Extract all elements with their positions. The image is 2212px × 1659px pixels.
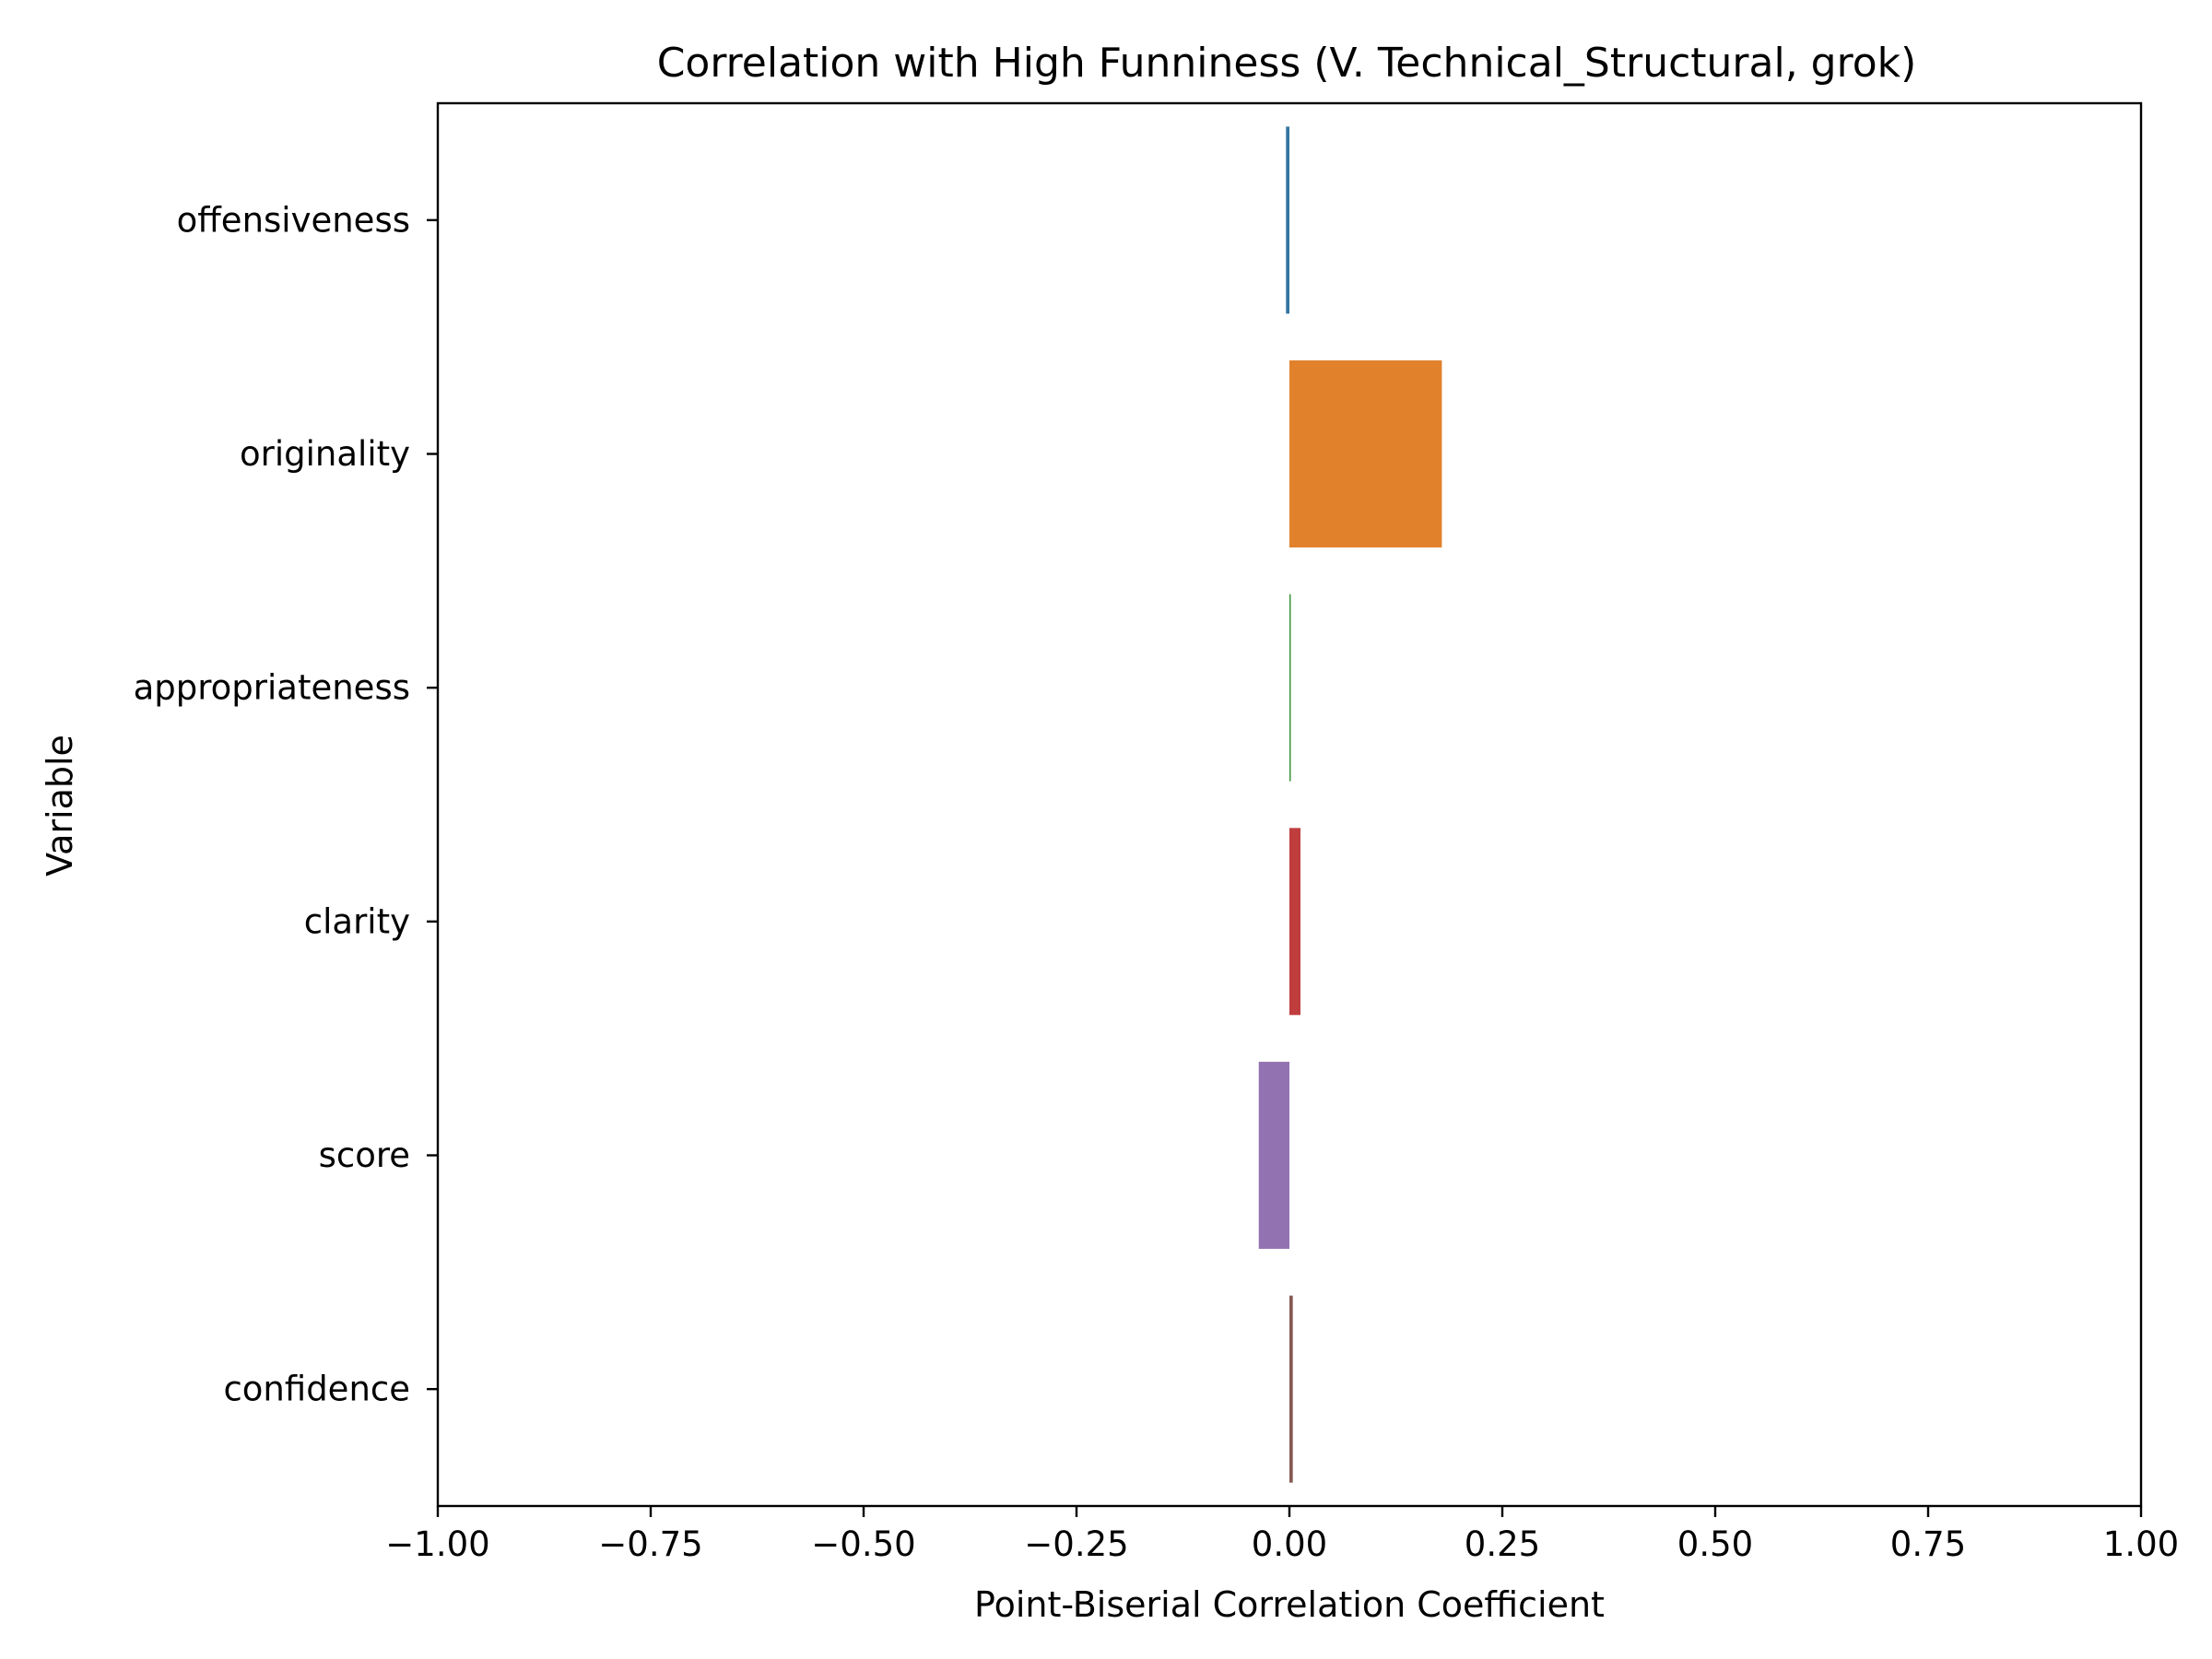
bar-confidence (1289, 1295, 1293, 1483)
x-axis-label: Point-Biserial Correlation Coefficient (974, 1584, 1605, 1625)
x-tick-label: −0.25 (1024, 1524, 1128, 1564)
chart-title: Correlation with High Funniness (V. Tech… (657, 40, 1917, 87)
bar-offensiveness (1286, 126, 1289, 314)
y-tick-label: appropriateness (134, 668, 410, 708)
x-tick-label: −1.00 (385, 1524, 489, 1564)
y-tick-label: confidence (223, 1370, 410, 1409)
bar-originality (1289, 360, 1442, 547)
x-tick-label: −0.75 (598, 1524, 702, 1564)
y-axis: offensiveness originality appropriateness c… (134, 200, 438, 1409)
y-tick-label: originality (240, 434, 410, 474)
y-axis-label: Variable (40, 735, 80, 877)
bars (1258, 126, 1442, 1483)
bar-score (1258, 1062, 1289, 1249)
x-tick-label: 0.00 (1252, 1524, 1327, 1564)
y-tick-label: score (319, 1135, 410, 1175)
bar-appropriateness (1289, 594, 1291, 782)
bar-clarity (1289, 828, 1301, 1016)
x-tick-label: 0.75 (1890, 1524, 1966, 1564)
x-tick-label: −0.50 (811, 1524, 915, 1564)
y-tick-label: offensiveness (177, 200, 410, 240)
x-tick-label: 0.50 (1677, 1524, 1753, 1564)
y-tick-label: clarity (304, 901, 410, 941)
x-tick-label: 0.25 (1465, 1524, 1540, 1564)
x-axis: −1.00 −0.75 −0.50 −0.25 0.00 0.25 0.50 0.75 1.00 (385, 1506, 2179, 1564)
x-tick-label: 1.00 (2103, 1524, 2179, 1564)
